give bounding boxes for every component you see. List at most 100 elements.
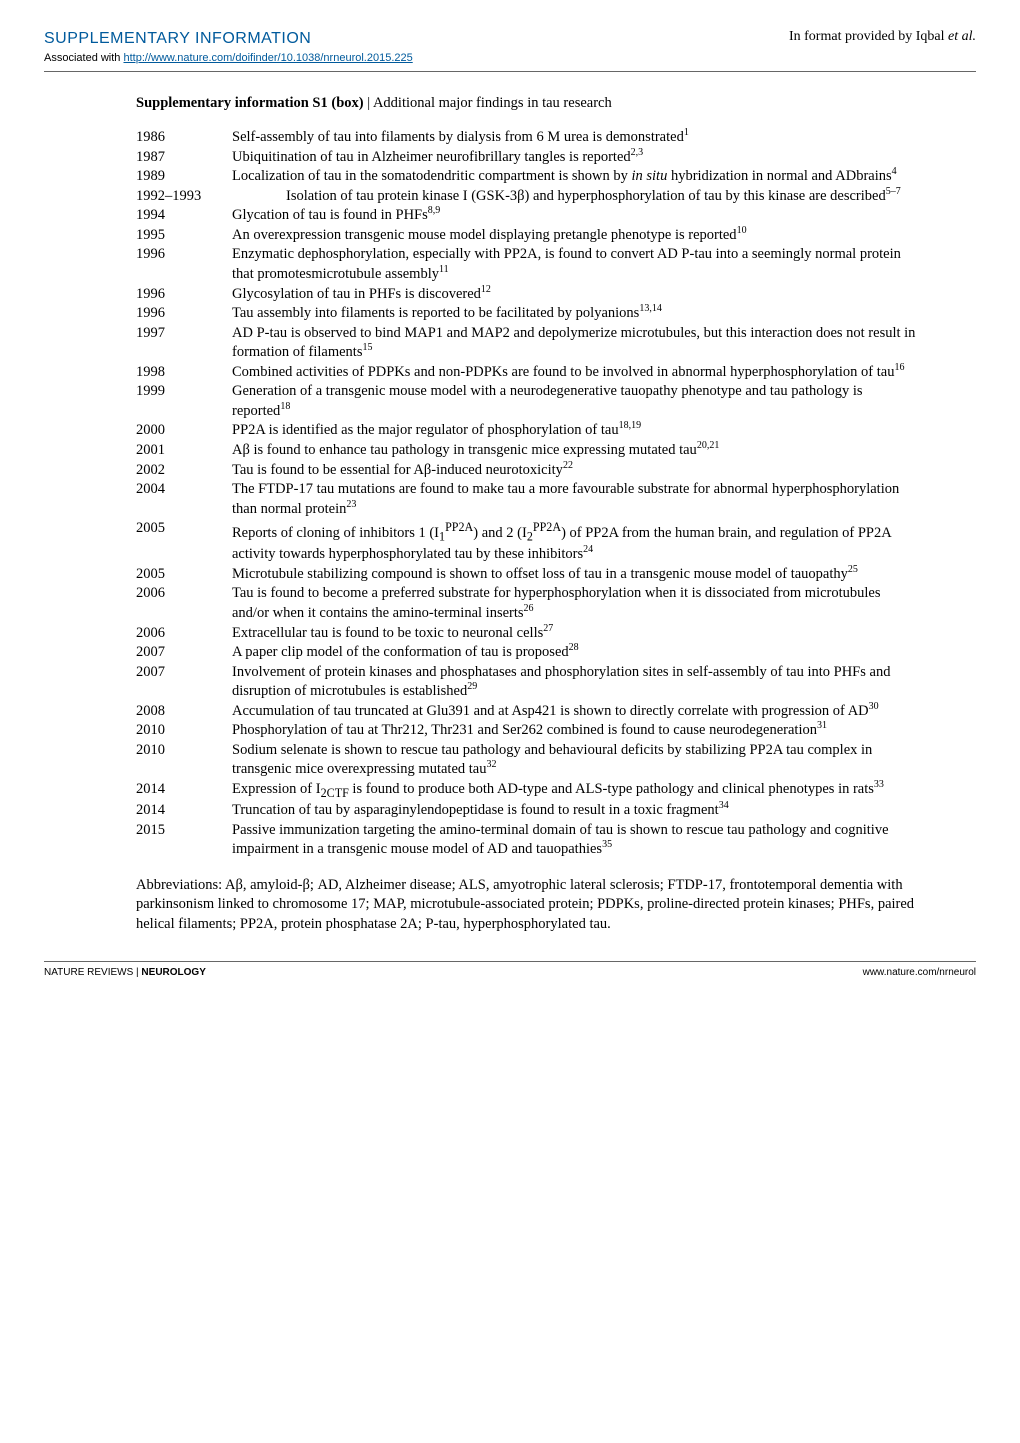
entry-ref: 33 <box>874 779 884 790</box>
entry-desc: Microtubule stabilizing compound is show… <box>232 565 916 585</box>
entry-year: 2007 <box>136 663 232 683</box>
entry-desc: Ubiquitination of tau in Alzheimer neuro… <box>232 148 916 168</box>
entry-desc: Truncation of tau by asparaginylendopept… <box>232 801 916 821</box>
footer-left: NATURE REVIEWS | NEUROLOGY <box>44 966 206 980</box>
entry-desc: Tau assembly into filaments is reported … <box>232 304 916 324</box>
entry-ref: 13,14 <box>639 303 662 314</box>
entry-desc: Involvement of protein kinases and phosp… <box>232 663 916 702</box>
header-rule <box>44 71 976 72</box>
timeline-entry: 1996Enzymatic dephosphorylation, especia… <box>136 245 916 284</box>
entry-desc: Isolation of tau protein kinase I (GSK-3… <box>286 187 916 207</box>
timeline-entry: 2007Involvement of protein kinases and p… <box>136 663 916 702</box>
entry-desc: Reports of cloning of inhibitors 1 (I1PP… <box>232 519 916 565</box>
page: In format provided by Iqbal et al. SUPPL… <box>0 0 1020 1019</box>
timeline-entry: 1989Localization of tau in the somatoden… <box>136 167 916 187</box>
timeline-entry: 2015Passive immunization targeting the a… <box>136 821 916 860</box>
header-supp-title: SUPPLEMENTARY INFORMATION <box>44 30 311 47</box>
entry-year: 1986 <box>136 128 232 148</box>
timeline-entry: 2004The FTDP-17 tau mutations are found … <box>136 480 916 519</box>
entry-year: 2014 <box>136 780 232 800</box>
entry-year: 2001 <box>136 441 232 461</box>
timeline-entry: 1994Glycation of tau is found in PHFs8,9 <box>136 206 916 226</box>
timeline-entry: 2014Truncation of tau by asparaginylendo… <box>136 801 916 821</box>
entry-desc: Extracellular tau is found to be toxic t… <box>232 624 916 644</box>
timeline-entry: 1995An overexpression transgenic mouse m… <box>136 226 916 246</box>
entry-desc: Self-assembly of tau into filaments by d… <box>232 128 916 148</box>
entry-year: 2014 <box>136 801 232 821</box>
entry-ref: 35 <box>602 840 612 851</box>
entry-desc: Passive immunization targeting the amino… <box>232 821 916 860</box>
header-provided-etal: et al. <box>948 29 976 44</box>
entry-ref: 20,21 <box>697 440 720 451</box>
entry-desc: The FTDP-17 tau mutations are found to m… <box>232 480 916 519</box>
entry-ref: 1 <box>684 127 689 138</box>
timeline-entry: 1996Glycosylation of tau in PHFs is disc… <box>136 285 916 305</box>
entry-ref: 22 <box>563 460 573 471</box>
entry-year: 1995 <box>136 226 232 246</box>
entry-year: 1992–1993 <box>136 187 286 207</box>
timeline: 1986Self-assembly of tau into filaments … <box>136 128 916 860</box>
timeline-entry: 1987Ubiquitination of tau in Alzheimer n… <box>136 148 916 168</box>
header-provided-prefix: In format provided by Iqbal <box>789 29 948 44</box>
entry-ref: 11 <box>439 264 449 275</box>
entry-year: 1996 <box>136 285 232 305</box>
entry-year: 2002 <box>136 461 232 481</box>
entry-ref: 23 <box>346 499 356 510</box>
timeline-entry: 2007A paper clip model of the conformati… <box>136 643 916 663</box>
entry-desc: PP2A is identified as the major regulato… <box>232 421 916 441</box>
footer-left-pre: NATURE REVIEWS | <box>44 967 141 978</box>
entry-year: 2006 <box>136 624 232 644</box>
entry-ref: 8,9 <box>428 205 441 216</box>
header-associated-link[interactable]: http://www.nature.com/doifinder/10.1038/… <box>123 52 412 64</box>
entry-year: 2007 <box>136 643 232 663</box>
entry-year: 1997 <box>136 324 232 344</box>
entry-desc: Sodium selenate is shown to rescue tau p… <box>232 741 916 780</box>
entry-desc: Accumulation of tau truncated at Glu391 … <box>232 702 916 722</box>
timeline-entry: 2005Microtubule stabilizing compound is … <box>136 565 916 585</box>
timeline-entry: 1999Generation of a transgenic mouse mod… <box>136 382 916 421</box>
entry-year: 1994 <box>136 206 232 226</box>
entry-ref: 15 <box>362 342 372 353</box>
header-associated: Associated with http://www.nature.com/do… <box>44 51 976 66</box>
entry-ref: 16 <box>894 362 904 373</box>
timeline-entry: 2001Aβ is found to enhance tau pathology… <box>136 441 916 461</box>
entry-ref: 18,19 <box>619 421 642 432</box>
entry-year: 1999 <box>136 382 232 402</box>
entry-ref: 32 <box>486 760 496 771</box>
entry-year: 2010 <box>136 741 232 761</box>
entry-ref: 4 <box>892 166 897 177</box>
timeline-entry: 1998Combined activities of PDPKs and non… <box>136 363 916 383</box>
timeline-entry: 2006Tau is found to become a preferred s… <box>136 584 916 623</box>
entry-desc: Generation of a transgenic mouse model w… <box>232 382 916 421</box>
timeline-entry: 1996Tau assembly into filaments is repor… <box>136 304 916 324</box>
timeline-entry: 2014Expression of I2CTF is found to prod… <box>136 780 916 801</box>
footer-right: www.nature.com/nrneurol <box>863 966 976 980</box>
entry-desc: Tau is found to be essential for Aβ-indu… <box>232 461 916 481</box>
entry-ref: 30 <box>869 701 879 712</box>
content-body: Supplementary information S1 (box) | Add… <box>44 94 976 934</box>
timeline-entry: 1992–1993Isolation of tau protein kinase… <box>136 187 916 207</box>
timeline-entry: 2010Phosphorylation of tau at Thr212, Th… <box>136 721 916 741</box>
timeline-entry: 1997AD P-tau is observed to bind MAP1 an… <box>136 324 916 363</box>
entry-ref: 10 <box>737 225 747 236</box>
timeline-entry: 2008Accumulation of tau truncated at Glu… <box>136 702 916 722</box>
entry-ref: 28 <box>569 642 579 653</box>
entry-year: 2006 <box>136 584 232 604</box>
entry-year: 1987 <box>136 148 232 168</box>
entry-ref: 26 <box>524 603 534 614</box>
box-title-bold: Supplementary information S1 (box) <box>136 95 364 111</box>
entry-year: 2008 <box>136 702 232 722</box>
entry-year: 2015 <box>136 821 232 841</box>
entry-desc: Localization of tau in the somatodendrit… <box>232 167 916 187</box>
abbreviations-paragraph: Abbreviations: Aβ, amyloid-β; AD, Alzhei… <box>136 876 916 935</box>
entry-ref: 34 <box>719 800 729 811</box>
entry-desc: Expression of I2CTF is found to produce … <box>232 780 916 801</box>
entry-year: 2010 <box>136 721 232 741</box>
entry-year: 1996 <box>136 245 232 265</box>
header-associated-prefix: Associated with <box>44 52 123 64</box>
entry-desc: Glycosylation of tau in PHFs is discover… <box>232 285 916 305</box>
entry-desc: Aβ is found to enhance tau pathology in … <box>232 441 916 461</box>
footer-left-bold: NEUROLOGY <box>141 967 205 978</box>
entry-ref: 25 <box>848 564 858 575</box>
entry-desc: AD P-tau is observed to bind MAP1 and MA… <box>232 324 916 363</box>
